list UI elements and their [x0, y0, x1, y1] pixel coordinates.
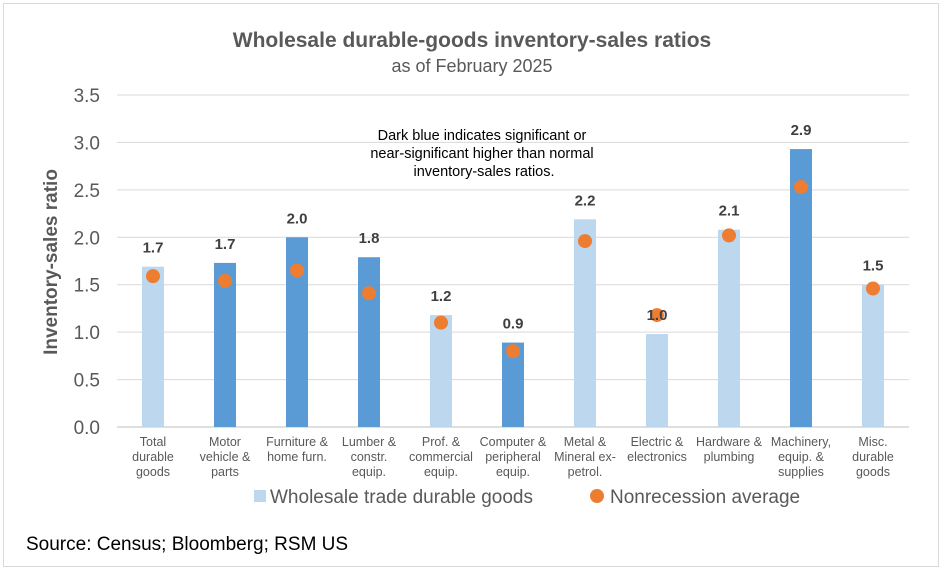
x-tick-label-line: Computer &: [480, 435, 547, 449]
x-tick-label-line: peripheral: [485, 450, 541, 464]
nonrecession-dot: [794, 180, 808, 195]
x-tick-label: Lumber & constr. equip.: [342, 435, 397, 479]
y-tick-label: 2.0: [74, 228, 100, 249]
x-tick-label-line: petrol.: [568, 465, 603, 479]
x-tick-label: Hardware & plumbing: [696, 435, 763, 464]
nonrecession-dot: [218, 273, 232, 288]
legend-label-bar: Wholesale trade durable goods: [270, 487, 533, 508]
y-tick-label: 3.5: [74, 86, 100, 107]
x-tick-label-line: Metal &: [564, 435, 607, 449]
bar: [502, 342, 524, 427]
x-tick-label-line: electronics: [627, 450, 687, 464]
bar: [862, 284, 884, 427]
x-tick-label-line: equip.: [424, 465, 458, 479]
x-tick-label-line: Mineral ex-: [554, 450, 616, 464]
y-tick-label: 0.5: [74, 371, 100, 392]
y-tick-label: 3.0: [74, 133, 100, 154]
data-label: 2.0: [287, 210, 308, 227]
legend-label-dot: Nonrecession average: [610, 487, 800, 508]
x-tick-label: Motor vehicle & parts: [200, 435, 251, 479]
x-tick-label-line: Furniture &: [266, 435, 328, 449]
annotation-line: inventory-sales ratios.: [413, 164, 554, 180]
legend-swatch-bar: [254, 490, 266, 502]
y-tick-label: 0.0: [74, 418, 100, 439]
data-label: 2.2: [575, 192, 596, 209]
x-tick-label-line: goods: [136, 465, 170, 479]
x-tick-label: Computer & peripheral equip.: [480, 435, 547, 479]
chart-subtitle: as of February 2025: [391, 56, 552, 76]
x-tick-label-line: equip.: [352, 465, 386, 479]
x-tick-label-line: Motor: [209, 435, 241, 449]
x-tick-label: Prof. & commercial equip.: [409, 435, 473, 479]
x-tick-label-line: supplies: [778, 465, 824, 479]
x-tick-label-line: equip. &: [778, 450, 825, 464]
data-label: 1.2: [431, 288, 452, 305]
bar: [430, 315, 452, 427]
y-tick-label: 2.5: [74, 181, 100, 202]
annotation-line: near-significant higher than normal: [370, 146, 593, 162]
y-tick-label: 1.5: [74, 276, 100, 297]
x-tick-label: Electric & electronics: [627, 435, 687, 464]
legend-swatch-dot: [590, 489, 604, 503]
x-tick-label-line: equip.: [496, 465, 530, 479]
bar: [286, 237, 308, 427]
bar: [574, 219, 596, 427]
nonrecession-dot: [362, 286, 376, 301]
x-tick-label: Misc. durable goods: [852, 435, 894, 479]
data-label: 1.7: [143, 240, 164, 257]
x-tick-label-line: commercial: [409, 450, 473, 464]
annotation-line: Dark blue indicates significant or: [378, 128, 587, 144]
legend: Wholesale trade durable goods Nonrecessi…: [254, 487, 800, 508]
y-tick-label: 1.0: [74, 323, 100, 344]
x-tick-label: Metal & Mineral ex-petrol.: [554, 435, 616, 479]
x-tick-label-line: Prof. &: [422, 435, 461, 449]
x-tick-label-line: Hardware &: [696, 435, 763, 449]
bar: [358, 257, 380, 427]
data-label: 0.9: [503, 316, 524, 333]
nonrecession-dot: [290, 263, 304, 278]
x-tick-label-line: Machinery,: [771, 435, 831, 449]
x-tick-label-line: Misc.: [858, 435, 887, 449]
bar: [214, 262, 236, 427]
y-axis-label: Inventory-sales ratio: [41, 169, 62, 355]
x-tick-label-line: constr.: [351, 450, 388, 464]
data-label: 1.5: [863, 258, 884, 275]
source-note: Source: Census; Bloomberg; RSM US: [26, 534, 348, 555]
x-tick-label-line: home furn.: [267, 450, 327, 464]
annotation-text: Dark blue indicates significant or near-…: [370, 128, 597, 180]
x-tick-label-line: Electric &: [631, 435, 684, 449]
bar: [718, 229, 740, 427]
nonrecession-dot: [434, 315, 448, 330]
x-tick-label-line: vehicle &: [200, 450, 251, 464]
bar: [790, 149, 812, 427]
data-label: 1.8: [359, 230, 380, 247]
data-label: 1.7: [215, 236, 236, 253]
chart-frame: [3, 3, 939, 567]
x-tick-label-line: durable: [852, 450, 894, 464]
bar: [646, 334, 668, 427]
nonrecession-dot: [866, 281, 880, 296]
nonrecession-dot: [650, 308, 664, 323]
x-tick-label: Machinery, equip. & supplies: [771, 435, 831, 479]
x-tick-label-line: Total: [140, 435, 166, 449]
x-tick-label-line: goods: [856, 465, 890, 479]
chart-title: Wholesale durable-goods inventory-sales …: [233, 29, 711, 52]
data-label: 2.9: [791, 122, 812, 139]
nonrecession-dot: [722, 228, 736, 243]
nonrecession-dot: [146, 269, 160, 284]
bar: [142, 266, 164, 427]
x-tick-label: Total durable goods: [132, 435, 174, 479]
x-tick-label: Furniture & home furn.: [266, 435, 328, 464]
x-tick-label-line: durable: [132, 450, 174, 464]
nonrecession-dot: [578, 234, 592, 249]
data-label: 2.1: [719, 203, 740, 220]
x-tick-label-line: Lumber &: [342, 435, 397, 449]
data-label: 1.0: [647, 307, 668, 324]
x-tick-label-line: plumbing: [704, 450, 755, 464]
x-tick-label-line: parts: [211, 465, 239, 479]
nonrecession-dot: [506, 344, 520, 359]
